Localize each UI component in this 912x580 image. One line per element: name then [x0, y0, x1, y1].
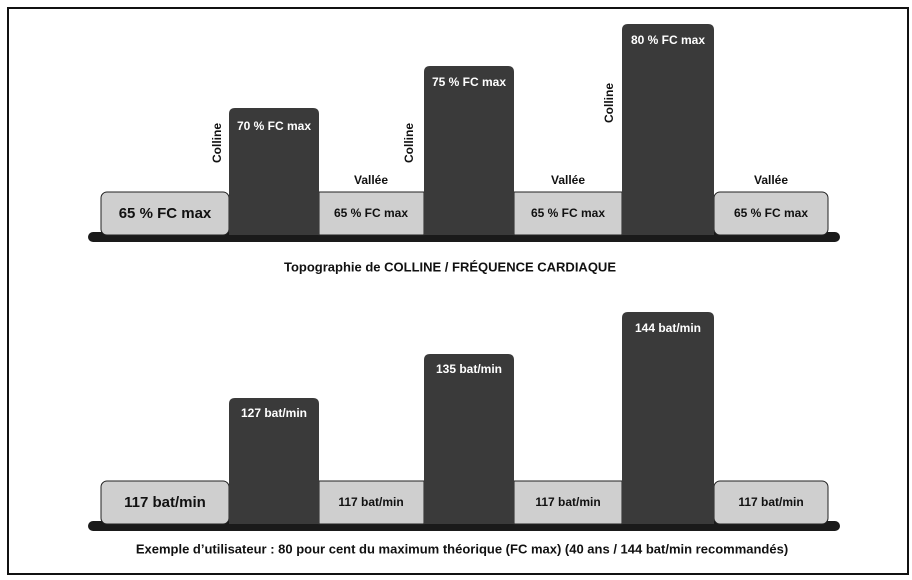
hill [622, 24, 714, 235]
valley-label: 117 bat/min [535, 495, 600, 509]
valley-label: 65 % FC max [334, 206, 408, 220]
hill [424, 354, 514, 524]
valley-label: 117 bat/min [338, 495, 403, 509]
hill [424, 66, 514, 235]
caption: Exemple d’utilisateur : 80 pour cent du … [136, 541, 788, 556]
valley-tag: Vallée [551, 173, 585, 187]
hill-tag: Colline [602, 83, 616, 123]
hill-label: 135 bat/min [436, 362, 502, 376]
valley [513, 480, 623, 525]
hill [622, 312, 714, 524]
hill-label: 70 % FC max [237, 119, 311, 133]
valley [318, 191, 425, 236]
frame [7, 7, 909, 575]
hill-label: 127 bat/min [241, 406, 307, 420]
hill-tag: Colline [402, 123, 416, 163]
hill [229, 398, 319, 524]
hill-label: 80 % FC max [631, 33, 705, 47]
valley [318, 480, 425, 525]
valley-tag: Vallée [354, 173, 388, 187]
hill-label: 75 % FC max [432, 75, 506, 89]
hill-label: 144 bat/min [635, 321, 701, 335]
valley-label: 117 bat/min [738, 495, 803, 509]
caption: Topographie de COLLINE / FRÉQUENCE CARDI… [284, 259, 616, 274]
hill [229, 108, 319, 235]
valley-label: 117 bat/min [124, 494, 206, 511]
valley-tag: Vallée [754, 173, 788, 187]
valley-label: 65 % FC max [734, 206, 808, 220]
valley-label: 65 % FC max [531, 206, 605, 220]
hill-tag: Colline [210, 123, 224, 163]
valley-label: 65 % FC max [119, 205, 212, 222]
